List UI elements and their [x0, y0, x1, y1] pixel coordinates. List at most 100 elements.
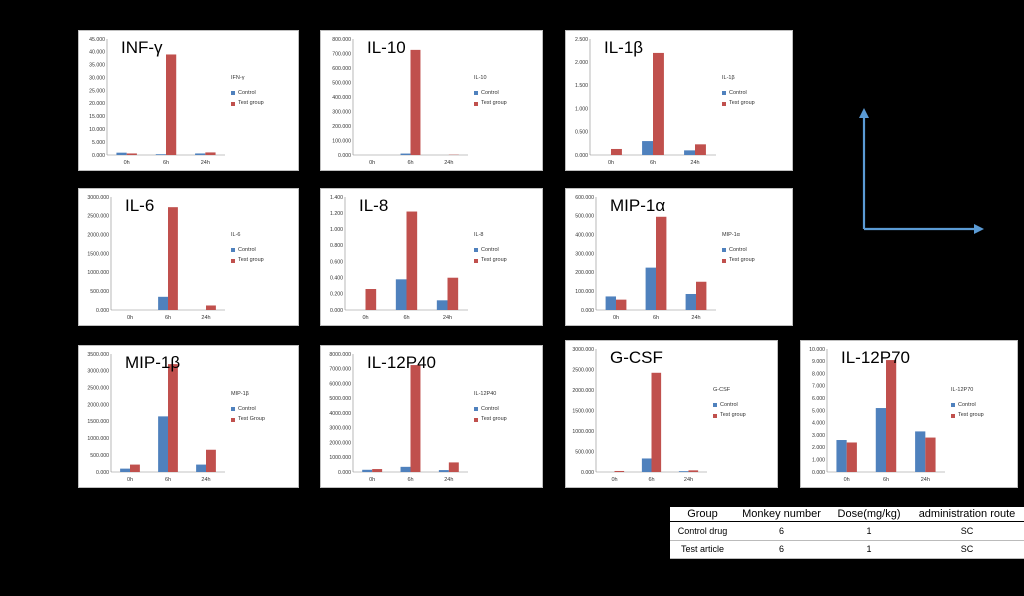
- y-tick-label: 45.000: [89, 37, 105, 43]
- bar-test-0h: [611, 148, 622, 155]
- x-tick-label: 6h: [403, 315, 409, 321]
- bar-test-6h: [656, 216, 667, 310]
- legend-item-control: Control: [722, 90, 755, 97]
- x-tick-label: 6h: [653, 315, 659, 321]
- y-tick-label: 500.000: [575, 214, 594, 220]
- bar-control-6h: [641, 458, 652, 472]
- y-tick-label: 3000.000: [572, 347, 594, 353]
- bar-control-24h: [436, 300, 448, 310]
- legend-item-control: Control: [951, 402, 984, 409]
- x-tick-label: 6h: [648, 477, 654, 483]
- x-tick-label: 24h: [684, 477, 693, 483]
- y-tick-label: 0.000: [812, 470, 825, 476]
- y-tick-label: 300.000: [575, 251, 594, 257]
- legend-label: Test group: [481, 100, 507, 106]
- x-tick-label: 6h: [165, 477, 171, 483]
- bar-control-24h: [684, 150, 695, 155]
- table-cell: 1: [828, 521, 910, 541]
- y-tick-label: 0.000: [96, 308, 109, 314]
- legend-swatch: [474, 417, 478, 422]
- chart-legend: MIP-1β Control Test Group: [231, 391, 265, 428]
- chart-legend: MIP-1α Control Test group: [722, 232, 755, 269]
- y-tick-label: 1.500: [575, 83, 588, 89]
- chart-title: IL-12P40: [367, 353, 436, 372]
- legend-item-test: Test group: [951, 412, 984, 419]
- legend-item-control: Control: [713, 402, 746, 409]
- y-tick-label: 5.000: [812, 408, 825, 414]
- bar-test-6h: [168, 207, 178, 310]
- y-tick-label: 100.000: [575, 289, 594, 295]
- legend-title: IL-1β: [722, 75, 735, 81]
- x-tick-label: 0h: [369, 160, 375, 166]
- bar-test-6h: [406, 211, 418, 310]
- y-tick-label: 30.000: [89, 75, 105, 81]
- y-tick-label: 5.000: [92, 140, 105, 146]
- legend-swatch: [722, 91, 726, 96]
- bar-test-0h: [372, 469, 383, 472]
- y-tick-label: 500.000: [90, 289, 109, 295]
- legend-swatch: [722, 258, 726, 263]
- chart-legend: IL-8 Control Test group: [474, 232, 507, 269]
- chart-legend: IL-12P40 Control Test group: [474, 391, 507, 428]
- legend-item-test: Test group: [713, 412, 746, 419]
- x-tick-label: 6h: [407, 160, 413, 166]
- bar-test-6h: [651, 372, 662, 472]
- bar-control-24h: [195, 153, 206, 155]
- table-header-route: administration route: [910, 507, 1024, 522]
- y-tick-label: 100.000: [332, 138, 351, 144]
- y-tick-label: 2000.000: [87, 402, 109, 408]
- legend-item-test: Test group: [474, 257, 507, 264]
- bar-test-0h: [365, 289, 377, 310]
- legend-swatch: [951, 413, 955, 418]
- chart-panel-il-6: 0.000 500.000 1000.000 1500.000 2000.000 2500…: [78, 188, 299, 326]
- chart-svg: 0.000 1000.000 2000.000 3000.000 4000.000 500…: [329, 352, 468, 483]
- legend-swatch: [474, 91, 478, 96]
- legend-swatch: [231, 258, 235, 263]
- bar-test-24h: [448, 462, 459, 472]
- x-tick-label: 0h: [613, 315, 619, 321]
- legend-item-control: Control: [474, 90, 507, 97]
- y-tick-label: 4000.000: [329, 411, 351, 417]
- bar-test-6h: [410, 365, 421, 472]
- table-cell: SC: [910, 540, 1024, 559]
- x-tick-label: 0h: [362, 315, 368, 321]
- x-tick-label: 6h: [407, 477, 413, 483]
- table-cell: SC: [910, 521, 1024, 541]
- y-tick-label: 2000.000: [87, 232, 109, 238]
- bar-test-0h: [126, 153, 137, 155]
- bar-control-6h: [158, 296, 168, 310]
- chart-panel-il-12p40: 0.000 1000.000 2000.000 3000.000 4000.000 500…: [320, 345, 543, 488]
- y-tick-label: 0.000: [581, 308, 594, 314]
- y-tick-label: 500.000: [332, 80, 351, 86]
- table-cell: 6: [735, 521, 828, 541]
- y-tick-label: 0.000: [581, 470, 594, 476]
- y-tick-label: 2000.000: [329, 440, 351, 446]
- y-tick-label: 800.000: [332, 37, 351, 43]
- y-tick-label: 8.000: [812, 371, 825, 377]
- bar-control-0h: [120, 468, 130, 472]
- axis-arrow-graphic: [859, 108, 984, 234]
- legend-label: Control: [238, 405, 256, 412]
- legend-swatch: [474, 258, 478, 263]
- y-tick-label: 10.000: [809, 347, 825, 353]
- legend-label: Test group: [720, 412, 746, 418]
- y-tick-label: 10.000: [89, 127, 105, 133]
- chart-svg: 0.000 1.000 2.000 3.000 4.000 5.000 6.000 7.000…: [809, 347, 945, 483]
- y-tick-label: 3000.000: [329, 426, 351, 432]
- x-tick-label: 24h: [201, 315, 210, 321]
- x-tick-label: 0h: [611, 477, 617, 483]
- y-tick-label: 0.400: [330, 276, 343, 282]
- y-tick-label: 1000.000: [572, 429, 594, 435]
- legend-title: MIP-1α: [722, 232, 740, 238]
- y-tick-label: 2.500: [575, 37, 588, 43]
- bar-test-24h: [206, 305, 216, 310]
- legend-item-test: Test group: [722, 257, 755, 264]
- bar-test-24h: [695, 144, 706, 155]
- legend-swatch: [231, 248, 235, 253]
- x-tick-label: 0h: [608, 160, 614, 166]
- table-cell: Control drug: [670, 521, 735, 541]
- chart-panel-il-12p70: 0.000 1.000 2.000 3.000 4.000 5.000 6.000 7.000…: [800, 340, 1018, 488]
- bar-test-0h: [846, 442, 857, 472]
- chart-title: IL-1β: [604, 38, 644, 57]
- x-tick-label: 24h: [201, 160, 210, 166]
